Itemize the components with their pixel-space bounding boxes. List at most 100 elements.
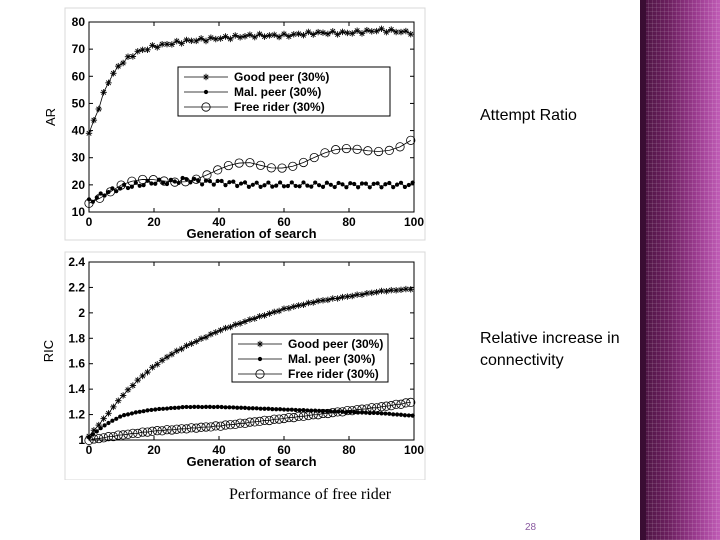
data-point xyxy=(301,408,306,413)
data-point xyxy=(339,28,346,36)
data-point xyxy=(231,405,236,410)
data-point xyxy=(332,184,337,190)
data-point xyxy=(300,32,307,39)
data-point xyxy=(172,424,182,434)
attempt-ratio-chart: 10 20 30 40 50 60 70 80 0 20 40 60 80 100 Generation o… xyxy=(43,7,426,241)
data-point xyxy=(347,406,357,416)
data-point xyxy=(235,405,240,410)
data-point xyxy=(391,399,401,409)
data-point xyxy=(242,405,248,410)
data-point xyxy=(149,407,154,413)
data-point xyxy=(223,160,234,171)
data-point xyxy=(298,157,309,168)
data-point xyxy=(352,144,362,154)
data-point xyxy=(134,48,141,55)
data-point xyxy=(127,176,137,186)
data-point xyxy=(295,30,302,38)
y-tick-label: 30 xyxy=(72,151,86,165)
data-point xyxy=(223,183,228,188)
data-point xyxy=(363,26,371,34)
data-point xyxy=(387,411,392,416)
data-point xyxy=(309,184,314,189)
data-point xyxy=(398,412,404,417)
data-point xyxy=(373,146,384,157)
y-tick-label: 40 xyxy=(72,124,86,138)
data-point xyxy=(270,407,275,412)
data-point xyxy=(137,183,142,188)
figure-frame xyxy=(64,251,426,480)
data-point xyxy=(246,406,251,411)
data-point xyxy=(94,429,99,434)
data-point xyxy=(333,407,343,417)
data-point xyxy=(317,183,322,188)
legend-marker xyxy=(203,89,209,95)
data-point xyxy=(138,174,148,185)
data-point xyxy=(137,409,142,414)
data-point xyxy=(363,146,373,156)
data-point xyxy=(310,299,317,306)
data-point xyxy=(378,25,385,33)
series-dot xyxy=(86,175,415,204)
data-point xyxy=(297,408,302,413)
data-point xyxy=(98,426,103,431)
data-point xyxy=(395,412,400,417)
data-point xyxy=(398,180,404,185)
data-point xyxy=(163,353,171,361)
data-point xyxy=(367,185,372,190)
data-point xyxy=(334,295,341,302)
data-point xyxy=(305,183,310,188)
x-tick-label: 80 xyxy=(342,215,356,229)
data-point xyxy=(222,324,229,332)
legend: Good peer (30%)Mal. peer (30%)Free rider… xyxy=(177,66,391,117)
series-star xyxy=(85,285,414,440)
data-point xyxy=(231,179,236,184)
data-point xyxy=(258,184,263,189)
data-point xyxy=(191,174,201,184)
data-point xyxy=(227,35,234,43)
data-point xyxy=(241,318,249,325)
data-point xyxy=(297,184,302,189)
page-number: 28 xyxy=(525,522,537,533)
data-point xyxy=(152,426,162,436)
data-point xyxy=(274,183,279,188)
data-point xyxy=(141,409,146,414)
data-point xyxy=(180,175,185,181)
data-point xyxy=(356,185,361,190)
data-point xyxy=(234,158,244,168)
data-point xyxy=(395,142,405,152)
data-point xyxy=(340,182,345,187)
data-point xyxy=(334,31,341,38)
x-tick-label: 60 xyxy=(277,443,291,457)
data-point xyxy=(278,407,283,412)
data-point xyxy=(383,28,390,36)
data-point xyxy=(314,28,322,36)
y-tick-label: 50 xyxy=(72,96,86,110)
data-point xyxy=(211,182,216,187)
data-point xyxy=(339,293,346,301)
data-point xyxy=(197,335,205,342)
data-point xyxy=(235,183,240,189)
data-point xyxy=(125,185,131,191)
data-point xyxy=(305,299,312,307)
data-point xyxy=(124,386,132,393)
data-point xyxy=(285,183,290,189)
legend-label: Free rider (30%) xyxy=(288,367,379,381)
data-point xyxy=(144,46,151,53)
decorative-sidebar xyxy=(640,0,720,540)
x-tick-label: 60 xyxy=(277,215,291,229)
data-point xyxy=(178,345,185,353)
data-point xyxy=(115,62,122,70)
legend-label: Free rider (30%) xyxy=(234,100,325,114)
data-point xyxy=(220,420,231,430)
data-point xyxy=(262,406,267,411)
x-tick-label: 40 xyxy=(212,215,226,229)
data-point xyxy=(359,181,365,186)
data-point xyxy=(300,301,307,308)
data-point xyxy=(379,411,384,416)
data-point xyxy=(100,415,107,422)
data-point xyxy=(279,413,289,424)
y-axis-label: AR xyxy=(43,108,58,126)
data-point xyxy=(212,35,219,43)
data-point xyxy=(129,53,137,60)
y-axis-label: RIC xyxy=(41,340,56,362)
